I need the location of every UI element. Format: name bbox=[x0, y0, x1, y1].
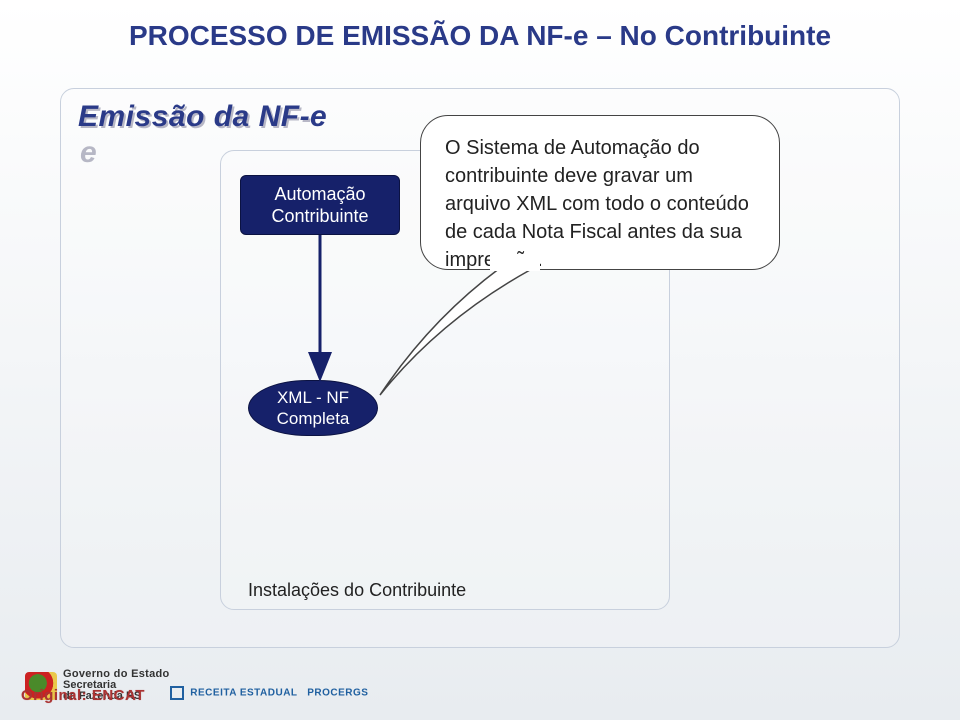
section-label: Emissão da NF-e Emissão da NF-e bbox=[78, 100, 327, 134]
node-automacao-line1: Automação bbox=[274, 184, 365, 204]
slide-title: PROCESSO DE EMISSÃO DA NF-e – No Contrib… bbox=[0, 20, 960, 52]
node-xml-line1: XML - NF bbox=[277, 388, 349, 407]
inner-caption: Instalações do Contribuinte bbox=[248, 580, 466, 601]
footer-original: Original: ENCAT bbox=[21, 687, 145, 704]
receita-label: RECEITA ESTADUAL bbox=[190, 688, 297, 699]
node-xml: XML - NF Completa bbox=[248, 380, 378, 436]
footer-left: Governo do Estado Secretaria da Fazenda … bbox=[25, 669, 170, 702]
footer-right: RECEITA ESTADUAL PROCERGS bbox=[170, 686, 368, 700]
node-automacao-text: Automação Contribuinte bbox=[271, 183, 368, 228]
callout-box: O Sistema de Automação do contribuinte d… bbox=[420, 115, 780, 270]
node-xml-text: XML - NF Completa bbox=[277, 387, 350, 430]
node-xml-line2: Completa bbox=[277, 409, 350, 428]
receita-icon bbox=[170, 686, 184, 700]
node-automacao: Automação Contribuinte bbox=[240, 175, 400, 235]
node-automacao-line2: Contribuinte bbox=[271, 206, 368, 226]
section-label-front: Emissão da NF-e bbox=[78, 100, 327, 133]
callout-text: O Sistema de Automação do contribuinte d… bbox=[445, 137, 749, 271]
procergs-label: PROCERGS bbox=[307, 688, 368, 699]
